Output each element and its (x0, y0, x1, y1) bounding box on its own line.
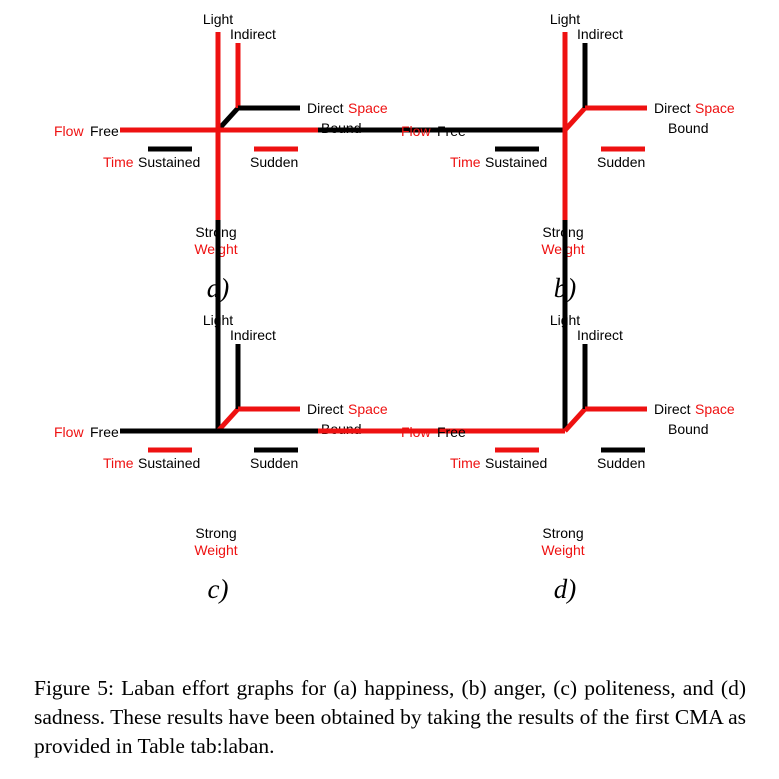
label-strong: Strong (542, 525, 583, 541)
label-sustained: Sustained (138, 154, 200, 170)
label-time: Time (103, 154, 134, 170)
space-axis-diagonal (563, 407, 587, 433)
label-light: Light (550, 11, 580, 27)
label-indirect: Indirect (577, 26, 623, 42)
label-flow: Flow (54, 123, 84, 139)
label-flow: Flow (401, 424, 431, 440)
laban-figure: LightIndirectDirectSpaceBoundFlowFreeTim… (54, 11, 735, 604)
label-sustained: Sustained (138, 455, 200, 471)
label-free: Free (437, 424, 466, 440)
label-indirect: Indirect (230, 26, 276, 42)
space-axis-diagonal (563, 106, 587, 132)
label-sudden: Sudden (597, 455, 645, 471)
label-direct: Direct (654, 100, 691, 116)
label-bound: Bound (668, 421, 708, 437)
space-axis-diagonal (216, 407, 240, 433)
label-weight: Weight (541, 542, 584, 558)
label-direct: Direct (307, 100, 344, 116)
label-space: Space (348, 401, 388, 417)
label-indirect: Indirect (230, 327, 276, 343)
label-sustained: Sustained (485, 455, 547, 471)
label-strong: Strong (195, 525, 236, 541)
label-sustained: Sustained (485, 154, 547, 170)
effort-graph-a: LightIndirectDirectSpaceBoundFlowFreeTim… (54, 11, 388, 303)
panel-letter-d: d) (554, 574, 577, 604)
label-bound: Bound (668, 120, 708, 136)
label-time: Time (450, 455, 481, 471)
label-sudden: Sudden (597, 154, 645, 170)
label-space: Space (348, 100, 388, 116)
label-light: Light (203, 11, 233, 27)
space-axis-diagonal (216, 106, 240, 132)
label-light: Light (550, 312, 580, 328)
figure-caption: Figure 5: Laban effort graphs for (a) ha… (34, 676, 746, 758)
label-direct: Direct (307, 401, 344, 417)
label-free: Free (90, 424, 119, 440)
label-indirect: Indirect (577, 327, 623, 343)
label-flow: Flow (54, 424, 84, 440)
label-light: Light (203, 312, 233, 328)
effort-graph-c: LightIndirectDirectSpaceBoundFlowFreeTim… (54, 32, 388, 604)
label-sudden: Sudden (250, 455, 298, 471)
label-sudden: Sudden (250, 154, 298, 170)
label-weight: Weight (194, 542, 237, 558)
label-space: Space (695, 100, 735, 116)
panel-letter-c: c) (208, 574, 229, 604)
label-space: Space (695, 401, 735, 417)
label-time: Time (103, 455, 134, 471)
label-free: Free (90, 123, 119, 139)
label-flow: Flow (401, 123, 431, 139)
label-free: Free (437, 123, 466, 139)
label-direct: Direct (654, 401, 691, 417)
label-time: Time (450, 154, 481, 170)
